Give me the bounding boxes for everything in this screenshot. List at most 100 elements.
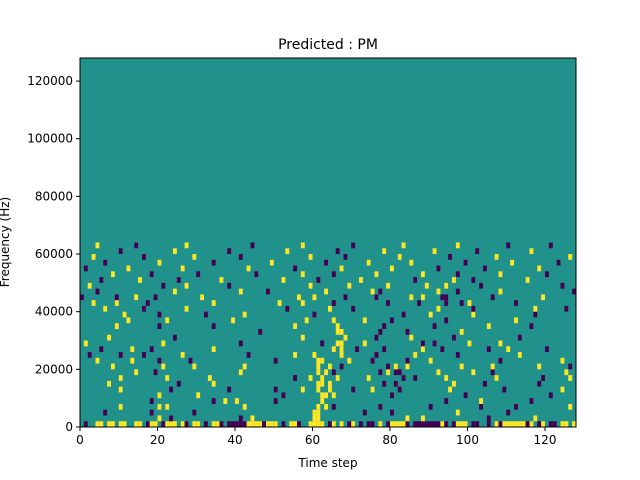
heatmap-cell — [339, 363, 344, 370]
x-tick-label: 120 — [534, 433, 557, 447]
heatmap-cell — [374, 271, 379, 278]
heatmap-cell — [223, 398, 228, 404]
heatmap-cell — [541, 421, 546, 427]
heatmap-cell — [436, 369, 441, 376]
heatmap-cell — [196, 271, 201, 278]
heatmap-cell — [87, 282, 92, 289]
heatmap-cell — [409, 294, 414, 301]
heatmap-cell — [436, 265, 441, 272]
heatmap-cell — [459, 363, 464, 370]
heatmap-cell — [242, 363, 247, 370]
heatmap-cell — [246, 352, 251, 358]
heatmap-cell — [529, 248, 534, 255]
heatmap-cell — [486, 421, 491, 427]
heatmap-cell — [87, 352, 92, 358]
heatmap-cell — [138, 277, 143, 283]
heatmap-cell — [506, 242, 511, 249]
heatmap-cell — [386, 363, 391, 370]
heatmap-cell — [378, 328, 383, 335]
heatmap-cell — [397, 386, 402, 393]
heatmap-cell — [114, 323, 119, 329]
heatmap-cell — [471, 311, 476, 318]
heatmap-cell — [335, 340, 340, 347]
heatmap-cell — [560, 357, 565, 364]
heatmap-cell — [173, 334, 177, 341]
heatmap-cell — [130, 346, 135, 353]
heatmap-cell — [452, 421, 456, 427]
heatmap-cell — [192, 254, 197, 260]
heatmap-cell — [378, 369, 383, 376]
heatmap-cell — [211, 323, 216, 329]
heatmap-cell — [200, 294, 205, 301]
heatmap-cell — [312, 415, 317, 422]
heatmap-cell — [347, 357, 352, 364]
heatmap-cell — [312, 311, 317, 318]
heatmap-cell — [560, 421, 565, 427]
heatmap-cell — [180, 265, 185, 272]
heatmap-cell — [235, 421, 239, 427]
heatmap-cell — [370, 357, 375, 364]
heatmap-cell — [421, 421, 425, 427]
heatmap-cell — [211, 346, 216, 353]
heatmap-cell — [486, 323, 491, 329]
heatmap-cell — [463, 259, 468, 266]
heatmap-cell — [359, 421, 363, 427]
heatmap-cell — [366, 375, 371, 381]
heatmap-cell — [510, 259, 515, 266]
heatmap-cell — [514, 403, 518, 410]
heatmap-cell — [393, 369, 398, 376]
heatmap-cell — [91, 300, 96, 306]
heatmap-cell — [238, 415, 243, 422]
heatmap-cell — [405, 328, 410, 335]
heatmap-cell — [421, 346, 425, 353]
heatmap-cell — [556, 259, 561, 266]
heatmap-cell — [134, 294, 139, 301]
heatmap-cell — [211, 259, 216, 266]
heatmap-cell — [320, 421, 325, 427]
heatmap-cell — [560, 386, 565, 393]
heatmap-cell — [324, 288, 329, 295]
heatmap-cell — [471, 369, 476, 376]
heatmap-cell — [83, 421, 88, 427]
heatmap-cell — [173, 288, 177, 295]
heatmap-cell — [370, 288, 375, 295]
heatmap-cell — [339, 352, 344, 358]
heatmap-cell — [490, 294, 495, 301]
heatmap-cell — [331, 421, 336, 427]
heatmap-cell — [331, 369, 336, 376]
heatmap-cell — [502, 421, 507, 427]
heatmap-cell — [324, 259, 329, 266]
heatmap-cell — [312, 421, 317, 427]
heatmap-cell — [533, 305, 538, 312]
heatmap-cell — [405, 363, 410, 370]
heatmap-cell — [486, 346, 491, 353]
heatmap-cell — [308, 375, 313, 381]
heatmap-cell — [219, 277, 224, 283]
heatmap-cell — [250, 421, 255, 427]
heatmap-cell — [328, 305, 332, 312]
heatmap-cell — [157, 357, 162, 364]
y-tick-label: 0 — [65, 420, 73, 434]
heatmap-cell — [238, 340, 243, 347]
heatmap-cell — [316, 409, 321, 416]
heatmap-cell — [382, 248, 387, 255]
heatmap-cell — [331, 271, 336, 278]
heatmap-cell — [215, 421, 220, 427]
heatmap-cell — [494, 375, 499, 381]
heatmap-cell — [455, 288, 460, 295]
heatmap-cell — [335, 375, 340, 381]
heatmap-cell — [266, 288, 270, 295]
heatmap-cell — [308, 282, 313, 289]
heatmap-cell — [324, 403, 329, 410]
heatmap-cell — [459, 421, 464, 427]
heatmap-cell — [537, 265, 542, 272]
heatmap-cell — [548, 242, 553, 249]
heatmap-cell — [184, 242, 189, 249]
heatmap-cell — [537, 421, 542, 427]
heatmap-cell — [211, 300, 216, 306]
heatmap-cell — [118, 386, 123, 393]
heatmap-cell — [568, 375, 573, 381]
heatmap-cell — [107, 334, 112, 341]
heatmap-cell — [277, 300, 282, 306]
heatmap-cell — [297, 421, 301, 427]
